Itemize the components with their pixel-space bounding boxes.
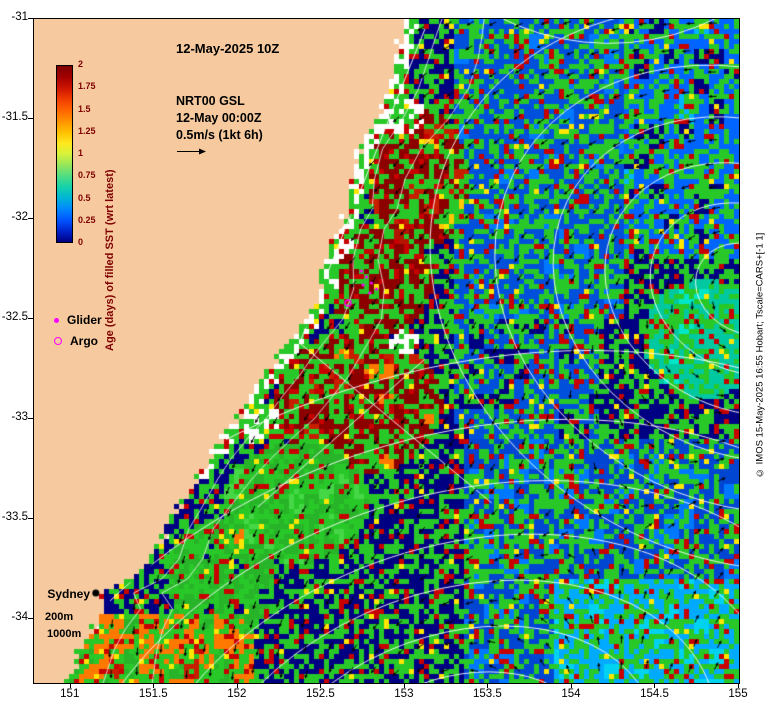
legend-argo-label: Argo xyxy=(70,334,98,348)
velocity-scale-arrow-icon xyxy=(177,148,206,155)
depth-1000m-label: 1000m xyxy=(47,628,82,640)
colorbar-tick: 0.25 xyxy=(78,214,96,225)
y-tick-label: -33 xyxy=(11,411,28,423)
colorbar-gradient xyxy=(56,65,73,243)
x-tick-label: 152.5 xyxy=(305,688,335,700)
x-tick-label: 153 xyxy=(394,688,414,700)
date-title: 12-May-2025 10Z xyxy=(176,41,280,56)
colorbar-tick-labels: 2 1.75 1.5 1.25 1 0.75 0.5 0.25 0 xyxy=(78,59,96,247)
city-label-sydney: Sydney xyxy=(47,587,90,601)
x-tick-label: 153.5 xyxy=(473,688,502,700)
y-tick-label: -34 xyxy=(11,611,28,623)
x-tick-label: 152 xyxy=(227,688,247,700)
colorbar-tick: 1 xyxy=(78,148,84,158)
y-tick-label: -33.5 xyxy=(1,511,28,523)
argo-marker-icon xyxy=(54,337,62,345)
colorbar-tick: 1.5 xyxy=(78,103,91,114)
x-tick-label: 155 xyxy=(728,688,748,700)
credit-text: © IMOS 15-May-2025 16:55 Hobart; Tscale=… xyxy=(754,232,766,478)
model-annotation: NRT00 GSL 12-May 00:00Z 0.5m/s (1kt 6h) xyxy=(176,93,263,156)
y-tick-label: -31 xyxy=(11,11,28,23)
x-tick-label: 154 xyxy=(561,688,581,700)
colorbar-tick: 1.25 xyxy=(78,125,96,136)
map-plot-area: 2 1.75 1.5 1.25 1 0.75 0.5 0.25 0 Age (d… xyxy=(33,18,740,684)
colorbar-tick: 0 xyxy=(78,237,84,247)
y-tick-label: -32 xyxy=(11,211,28,223)
colorbar-tick: 2 xyxy=(78,59,84,69)
annotation-date-line: 12-May 00:00Z xyxy=(176,111,262,125)
glider-marker-icon xyxy=(54,317,59,323)
legend: Glider Argo xyxy=(54,313,102,355)
colorbar: 2 1.75 1.5 1.25 1 0.75 0.5 0.25 0 Age (d… xyxy=(56,59,116,351)
annotation-model-line: NRT00 GSL xyxy=(176,94,245,108)
colorbar-tick: 0.75 xyxy=(78,170,96,181)
colorbar-tick: 1.75 xyxy=(78,81,96,92)
legend-glider-label: Glider xyxy=(67,313,102,327)
y-tick-label: -31.5 xyxy=(1,111,28,123)
annotation-scale-line: 0.5m/s (1kt 6h) xyxy=(176,128,263,142)
depth-200m-label: 200m xyxy=(45,611,74,623)
y-tick-label: -32.5 xyxy=(1,311,28,323)
legend-item-glider: Glider xyxy=(54,313,102,327)
legend-item-argo: Argo xyxy=(54,334,102,348)
colorbar-tick: 0.5 xyxy=(78,192,91,203)
colorbar-title: Age (days) of filled SST (wrt latest) xyxy=(104,169,116,351)
x-tick-label: 154.5 xyxy=(640,688,669,700)
x-tick-label: 151.5 xyxy=(138,688,168,700)
x-tick-label: 151 xyxy=(60,688,80,700)
map-canvas xyxy=(34,19,739,683)
